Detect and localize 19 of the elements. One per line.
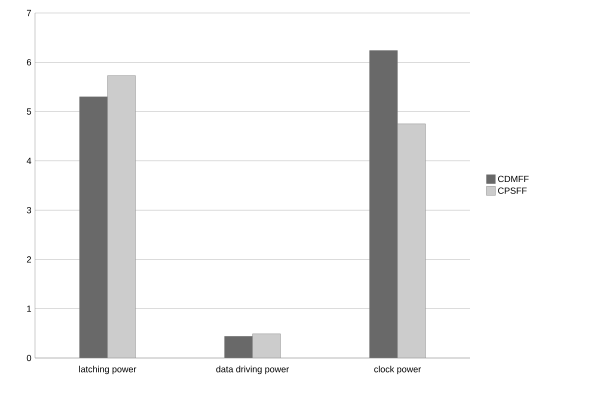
bar (397, 124, 426, 358)
legend-label: CDMFF (498, 176, 529, 182)
y-tick-label: 4 (26, 158, 32, 164)
bar (80, 96, 108, 358)
x-tick-label: latching power (79, 366, 136, 374)
y-tick-label: 1 (27, 306, 32, 312)
x-tick-label: clock power (374, 366, 422, 374)
y-tick-label: 7 (26, 10, 32, 16)
x-tick-label: data driving power (216, 366, 289, 374)
y-tick-label: 0 (26, 354, 32, 362)
y-tick-label: 6 (26, 59, 32, 66)
bar (224, 336, 252, 358)
y-tick-label: 3 (26, 206, 32, 214)
bar (369, 50, 398, 358)
y-tick-label: 2 (26, 256, 32, 263)
legend-label: CPSFF (498, 187, 527, 194)
y-tick-label: 5 (26, 108, 32, 115)
bar (252, 334, 280, 358)
bar (108, 76, 136, 358)
